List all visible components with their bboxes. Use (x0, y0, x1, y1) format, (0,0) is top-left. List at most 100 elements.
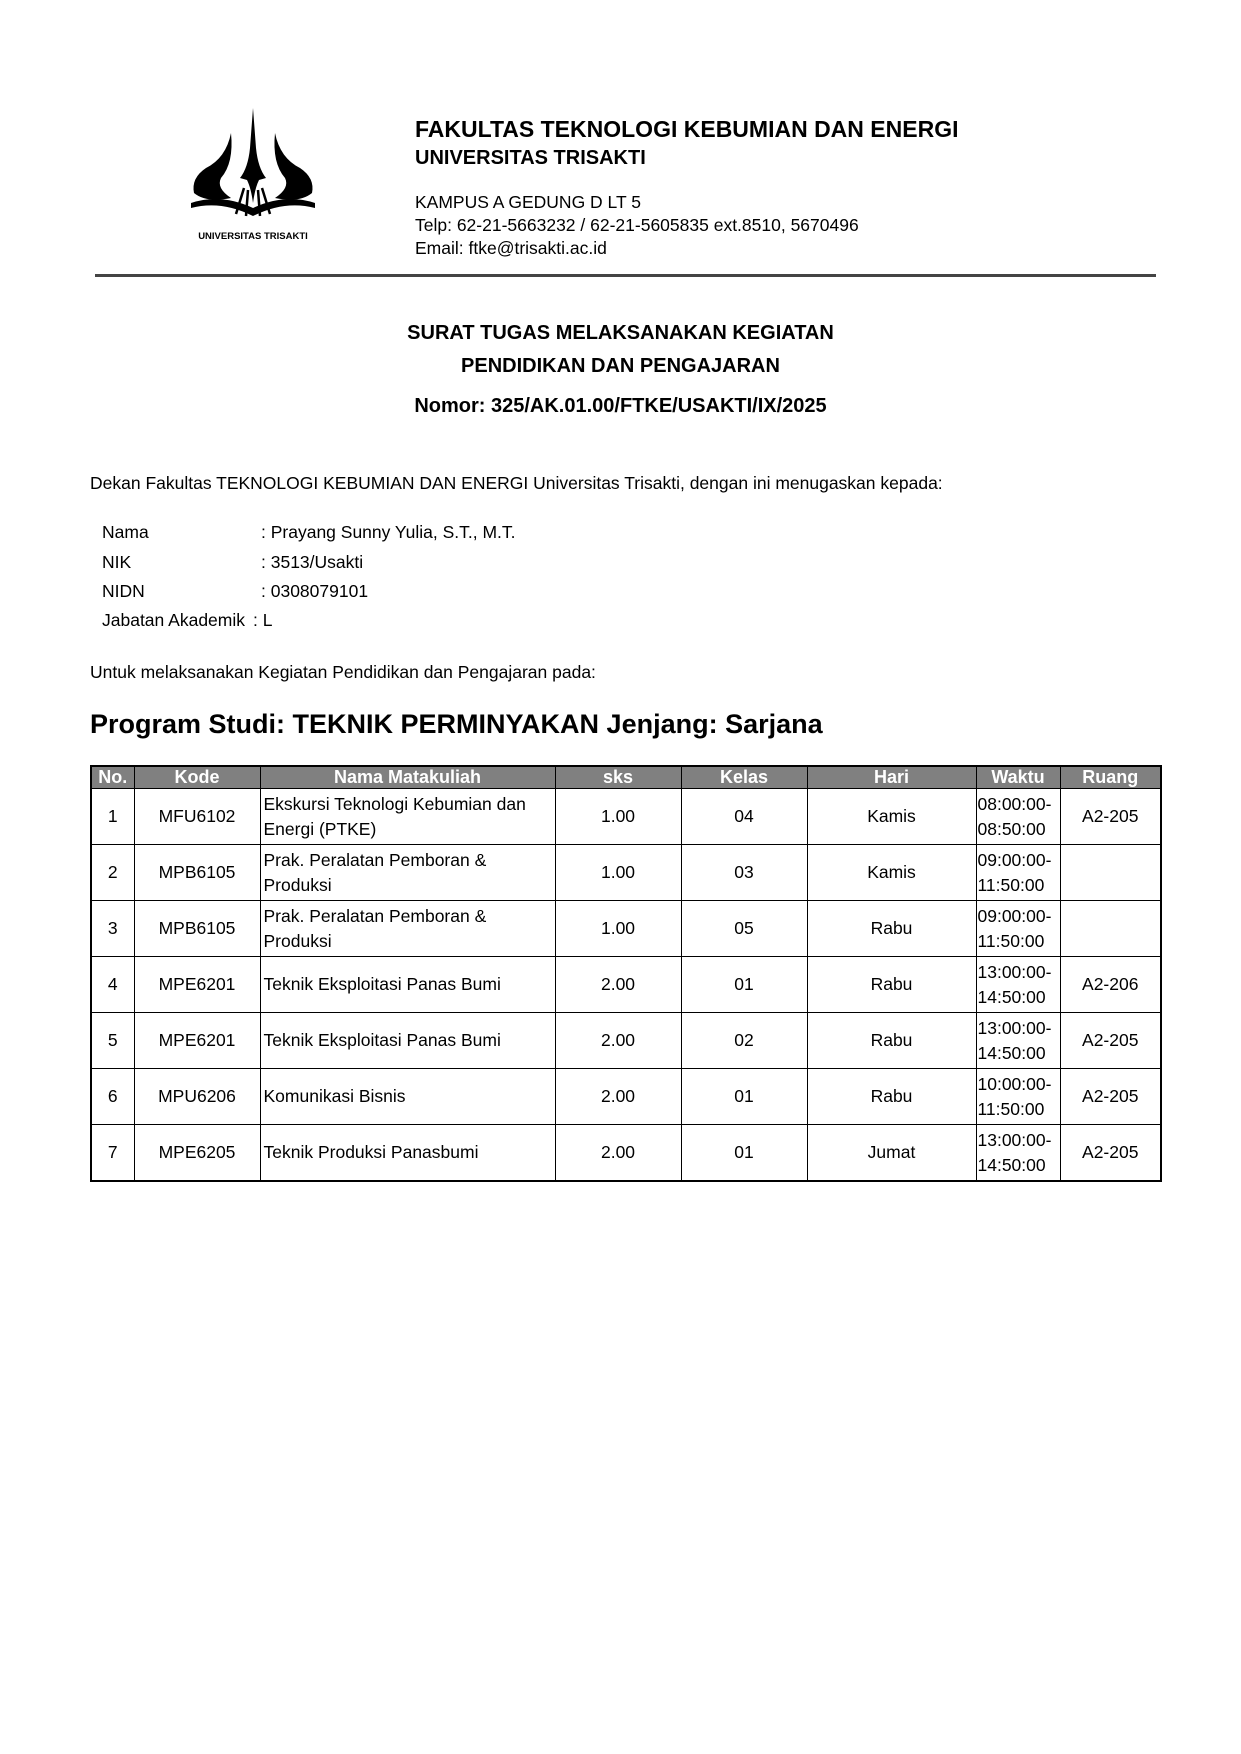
col-header-kode: Kode (133, 765, 261, 789)
cell-nama: Komunikasi Bisnis (259, 1068, 556, 1125)
cell-kelas: 01 (680, 1068, 808, 1125)
field-label-nidn: NIDN (102, 581, 145, 601)
intro-text: Dekan Fakultas TEKNOLOGI KEBUMIAN DAN EN… (90, 473, 943, 493)
time-start: 10:00:00- (977, 1073, 1052, 1094)
col-header-no: No. (90, 765, 135, 789)
col-header-waktu: Waktu (975, 765, 1061, 789)
cell-nama: Prak. Peralatan Pemboran & Produksi (259, 844, 556, 901)
col-header-sks: sks (554, 765, 682, 789)
cell-hari: Kamis (806, 844, 977, 901)
field-value-nidn: : 0308079101 (261, 581, 369, 601)
cell-sks: 1.00 (554, 788, 682, 845)
cell-hari: Kamis (806, 788, 977, 845)
col-header-nama: Nama Matakuliah (259, 765, 556, 789)
cell-kelas: 01 (680, 1124, 808, 1182)
time-end: 08:50:00 (977, 818, 1046, 839)
logo-caption: UNIVERSITAS TRISAKTI (198, 231, 308, 242)
cell-no: 4 (90, 956, 135, 1013)
cell-no: 6 (90, 1068, 135, 1125)
cell-kode: MPE6205 (133, 1124, 261, 1182)
time-start: 13:00:00- (977, 1017, 1052, 1038)
cell-sks: 2.00 (554, 1068, 682, 1125)
time-start: 09:00:00- (977, 849, 1052, 870)
cell-hari: Rabu (806, 956, 977, 1013)
field-label-nama: Nama (102, 522, 149, 542)
letter-title-line2: PENDIDIKAN DAN PENGAJARAN (461, 355, 780, 377)
cell-sks: 1.00 (554, 844, 682, 901)
field-value-jabatan: : L (253, 610, 273, 630)
col-header-kelas: Kelas (680, 765, 808, 789)
university-logo: UNIVERSITAS TRISAKTI (186, 108, 320, 244)
time-start: 13:00:00- (977, 961, 1052, 982)
cell-ruang (1059, 900, 1162, 957)
time-end: 11:50:00 (977, 874, 1045, 895)
table-row: 1 MFU6102 Ekskursi Teknologi Kebumian dan … (90, 788, 1162, 845)
purpose-text: Untuk melaksanakan Kegiatan Pendidikan d… (90, 662, 596, 682)
cell-ruang: A2-205 (1059, 1124, 1162, 1182)
time-end: 14:50:00 (977, 986, 1046, 1007)
time-end: 14:50:00 (977, 1154, 1046, 1175)
cell-nama: Teknik Eksploitasi Panas Bumi (259, 1012, 556, 1069)
cell-hari: Rabu (806, 1068, 977, 1125)
program-heading: Program Studi: TEKNIK PERMINYAKAN Jenjan… (90, 709, 823, 739)
cell-sks: 1.00 (554, 900, 682, 957)
field-value-nama: : Prayang Sunny Yulia, S.T., M.T. (261, 522, 516, 542)
cell-kode: MPE6201 (133, 1012, 261, 1069)
table-header-row: No. Kode Nama Matakuliah sks Kelas Hari … (90, 765, 1162, 789)
field-label-nik: NIK (102, 552, 132, 572)
cell-ruang: A2-205 (1059, 1068, 1162, 1125)
table-row: 7 MPE6205 Teknik Produksi Panasbumi 2.00 01 J… (90, 1124, 1162, 1182)
cell-no: 3 (90, 900, 135, 957)
cell-kelas: 01 (680, 956, 808, 1013)
cell-kelas: 04 (680, 788, 808, 845)
cell-hari: Jumat (806, 1124, 977, 1182)
cell-waktu: 10:00:00- 11:50:00 (975, 1068, 1061, 1125)
cell-no: 7 (90, 1124, 135, 1182)
cell-waktu: 13:00:00- 14:50:00 (975, 956, 1061, 1013)
cell-no: 2 (90, 844, 135, 901)
campus-address: KAMPUS A GEDUNG D LT 5 (415, 192, 641, 212)
header-divider (95, 274, 1156, 277)
cell-kelas: 03 (680, 844, 808, 901)
cell-waktu: 13:00:00- 14:50:00 (975, 1012, 1061, 1069)
col-header-ruang: Ruang (1059, 765, 1162, 789)
letter-title-line1: SURAT TUGAS MELAKSANAKAN KEGIATAN (407, 322, 834, 344)
cell-sks: 2.00 (554, 1124, 682, 1182)
email-address: Email: ftke@trisakti.ac.id (415, 238, 607, 258)
col-header-hari: Hari (806, 765, 977, 789)
university-name: UNIVERSITAS TRISAKTI (415, 147, 646, 169)
cell-ruang: A2-205 (1059, 1012, 1162, 1069)
cell-hari: Rabu (806, 900, 977, 957)
cell-kelas: 05 (680, 900, 808, 957)
table-row: 5 MPE6201 Teknik Eksploitasi Panas Bumi 2.0… (90, 1012, 1162, 1069)
time-start: 13:00:00- (977, 1129, 1052, 1150)
time-start: 09:00:00- (977, 905, 1052, 926)
cell-kelas: 02 (680, 1012, 808, 1069)
cell-nama: Teknik Eksploitasi Panas Bumi (259, 956, 556, 1013)
phone-numbers: Telp: 62-21-5663232 / 62-21-5605835 ext.… (415, 215, 859, 235)
field-label-jabatan: Jabatan Akademik (102, 610, 246, 630)
time-end: 11:50:00 (977, 1098, 1045, 1119)
faculty-name: FAKULTAS TEKNOLOGI KEBUMIAN DAN ENERGI (415, 116, 959, 142)
cell-ruang: A2-205 (1059, 788, 1162, 845)
cell-nama: Teknik Produksi Panasbumi (259, 1124, 556, 1182)
cell-kode: MFU6102 (133, 788, 261, 845)
cell-ruang: A2-206 (1059, 956, 1162, 1013)
course-table: No. Kode Nama Matakuliah sks Kelas Hari … (90, 765, 1162, 1182)
table-row: 2 MPB6105 Prak. Peralatan Pemboran & Produ… (90, 844, 1162, 901)
cell-kode: MPB6105 (133, 900, 261, 957)
cell-no: 1 (90, 788, 135, 845)
letter-number: Nomor: 325/AK.01.00/FTKE/USAKTI/IX/2025 (414, 395, 827, 417)
cell-sks: 2.00 (554, 1012, 682, 1069)
cell-sks: 2.00 (554, 956, 682, 1013)
cell-nama: Prak. Peralatan Pemboran & Produksi (259, 900, 556, 957)
field-value-nik: : 3513/Usakti (261, 552, 364, 572)
cell-no: 5 (90, 1012, 135, 1069)
time-start: 08:00:00- (977, 793, 1052, 814)
cell-kode: MPE6201 (133, 956, 261, 1013)
cell-waktu: 09:00:00- 11:50:00 (975, 900, 1061, 957)
table-row: 3 MPB6105 Prak. Peralatan Pemboran & Produ… (90, 900, 1162, 957)
table-row: 4 MPE6201 Teknik Eksploitasi Panas Bumi 2.0… (90, 956, 1162, 1013)
time-end: 14:50:00 (977, 1042, 1046, 1063)
cell-waktu: 08:00:00- 08:50:00 (975, 788, 1061, 845)
